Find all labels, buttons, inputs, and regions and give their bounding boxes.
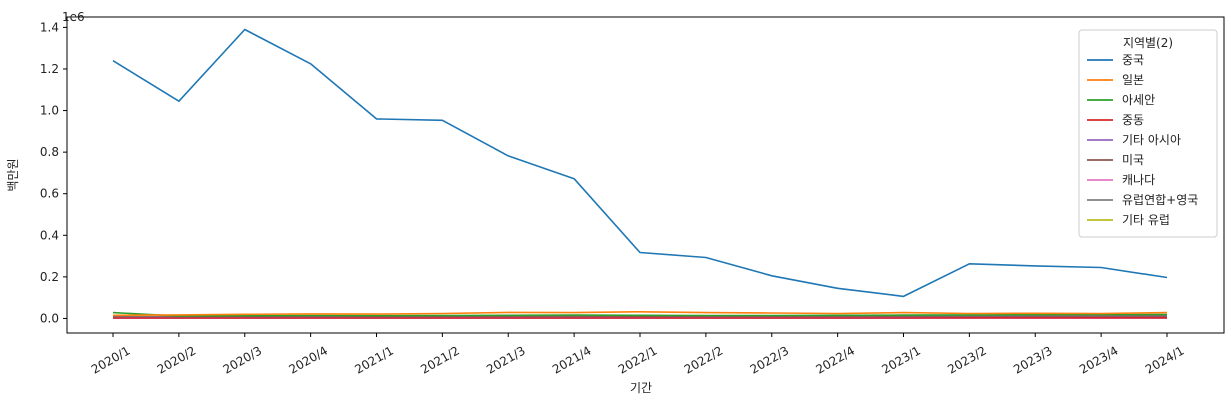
x-tick-label: 2021/4 [550,343,594,376]
x-tick-label: 2023/3 [1011,343,1055,376]
x-tick-label: 2022/2 [682,343,726,376]
x-tick-label: 2021/3 [484,343,528,376]
x-tick-label: 2022/4 [814,343,858,376]
x-tick-label: 2021/1 [352,343,396,376]
x-tick-label: 2023/2 [945,343,989,376]
x-tick-label: 2020/4 [287,343,331,376]
legend-label: 일본 [1122,73,1144,87]
legend-label: 미국 [1122,153,1144,167]
y-tick-label: 0.4 [40,228,59,242]
legend-title: 지역별(2) [1123,36,1173,50]
x-tick-label: 2023/4 [1077,343,1121,376]
y-axis-label: 백만원 [6,158,20,191]
x-axis: 2020/1 2020/2 2020/3 2020/4 2021/1 2021/2 2021… [89,333,1187,377]
x-tick-label: 2021/2 [418,343,462,376]
x-tick-label: 2024/1 [1143,343,1187,376]
y-axis: 0.0 0.2 0.4 0.6 0.8 1.0 1.2 1.4 [40,20,67,325]
x-tick-label: 2022/3 [748,343,792,376]
y-tick-label: 0.2 [40,270,59,284]
x-tick-label: 2020/1 [89,343,133,376]
legend-label: 중동 [1122,113,1144,127]
y-tick-label: 0.6 [40,187,59,201]
legend-label: 기타 아시아 [1122,133,1181,147]
legend-label: 유럽연합+영국 [1122,193,1198,207]
y-offset-label: 1e6 [62,10,85,24]
y-tick-label: 1.0 [40,104,59,118]
x-axis-label: 기간 [630,381,652,395]
legend-label: 아세안 [1122,93,1155,107]
y-tick-label: 1.4 [40,20,59,34]
legend-label: 캐나다 [1122,173,1155,187]
x-tick-label: 2020/3 [221,343,265,376]
legend-label: 중국 [1122,53,1144,67]
y-tick-label: 0.0 [40,311,59,325]
legend-label: 기타 유럽 [1122,213,1170,227]
y-tick-label: 1.2 [40,62,59,76]
x-tick-label: 2022/1 [616,343,660,376]
x-tick-label: 2020/2 [155,343,199,376]
x-tick-label: 2023/1 [879,343,923,376]
y-tick-label: 0.8 [40,145,59,159]
plot-area [67,17,1224,333]
